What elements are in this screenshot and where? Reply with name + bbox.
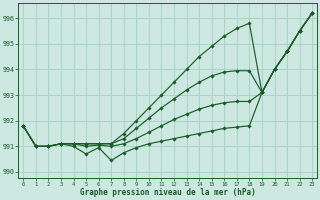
X-axis label: Graphe pression niveau de la mer (hPa): Graphe pression niveau de la mer (hPa) <box>80 188 256 197</box>
